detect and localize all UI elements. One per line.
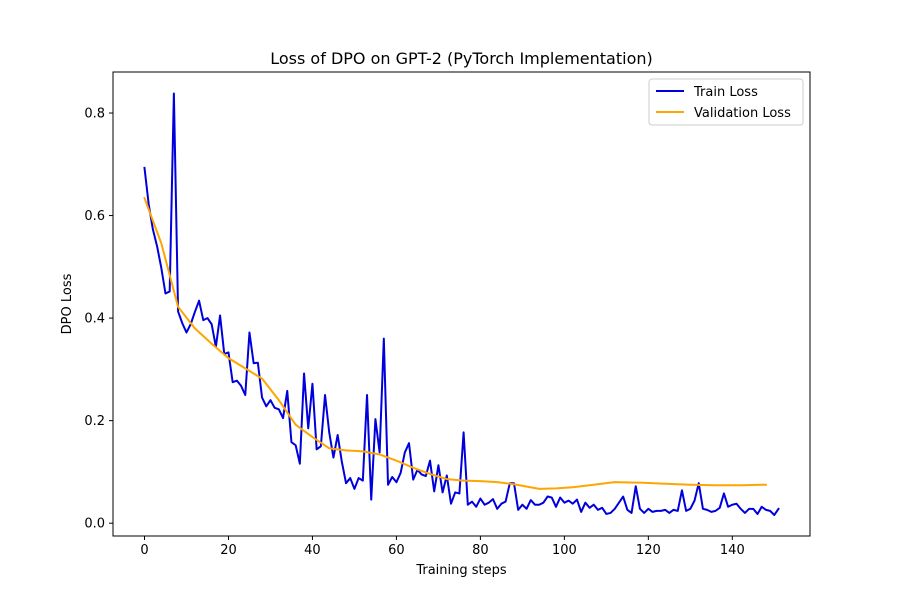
x-tick-label: 80 bbox=[472, 543, 489, 558]
y-axis-label: DPO Loss bbox=[60, 273, 75, 334]
y-tick-label: 0.6 bbox=[84, 209, 105, 224]
x-axis-label: Training steps bbox=[415, 563, 507, 578]
x-tick-label: 40 bbox=[304, 543, 321, 558]
x-tick-label: 100 bbox=[552, 543, 577, 558]
series-line-train-loss bbox=[143, 92, 780, 516]
x-axis-ticks: 0 20 40 60 80 100 120 140 bbox=[140, 536, 745, 558]
x-tick-label: 60 bbox=[388, 543, 405, 558]
axes-frame bbox=[112, 71, 811, 537]
legend-label-validation-loss: Validation Loss bbox=[694, 106, 791, 121]
y-tick-label: 0.2 bbox=[84, 414, 105, 429]
y-tick-label: 0.8 bbox=[84, 107, 105, 122]
axes bbox=[112, 71, 811, 537]
y-tick-label: 0.0 bbox=[84, 517, 105, 532]
x-tick-label: 120 bbox=[636, 543, 661, 558]
plot-lines bbox=[143, 92, 780, 516]
legend: Train Loss Validation Loss bbox=[648, 78, 804, 126]
series-line-validation-loss bbox=[143, 196, 767, 490]
chart-title: Loss of DPO on GPT-2 (PyTorch Implementa… bbox=[270, 49, 652, 68]
legend-box bbox=[648, 78, 804, 126]
y-axis-ticks: 0.0 0.2 0.4 0.6 0.8 bbox=[84, 107, 113, 532]
legend-label-train-loss: Train Loss bbox=[693, 85, 758, 100]
x-tick-label: 0 bbox=[140, 543, 148, 558]
x-tick-label: 20 bbox=[220, 543, 237, 558]
y-tick-label: 0.4 bbox=[84, 312, 105, 327]
x-tick-label: 140 bbox=[720, 543, 745, 558]
